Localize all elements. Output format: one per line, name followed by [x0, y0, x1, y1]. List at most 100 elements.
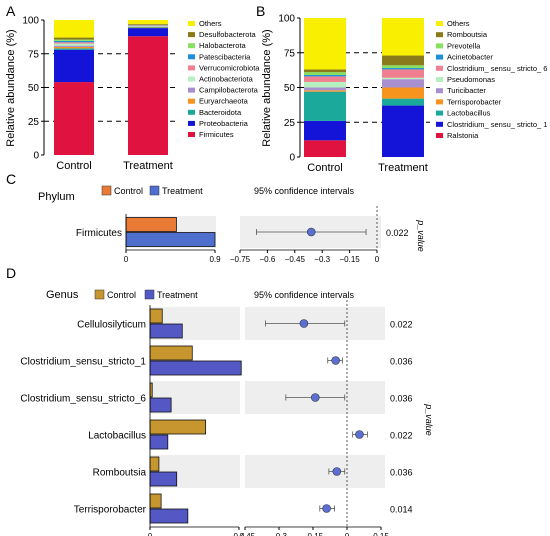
p-value: 0.014: [390, 505, 413, 515]
y-tick-label: 75: [28, 49, 40, 60]
legend-swatch: [188, 65, 195, 71]
legend-label: Patescibacteria: [199, 52, 251, 61]
bar-segment: [382, 77, 424, 80]
bar-segment: [304, 140, 346, 157]
y-tick-label: 100: [278, 14, 295, 25]
legend-swatch: [188, 76, 195, 82]
bar-segment: [382, 98, 424, 106]
legend-label: Proteobacteria: [199, 119, 249, 128]
legend-swatch: [436, 133, 443, 138]
legend-label: Ralstonia: [447, 131, 479, 140]
legend-swatch: [436, 88, 443, 94]
bar-segment: [304, 76, 346, 82]
legend-swatch-control: [101, 185, 112, 196]
ci-point: [355, 430, 364, 439]
legend-swatch: [188, 54, 195, 60]
bar-segment: [304, 91, 346, 121]
legend-label: Others: [199, 19, 222, 28]
ci-point: [332, 467, 342, 476]
legend-label: Terrisporobacter: [447, 97, 502, 106]
panel-c-bars: Firmicutes 0 0.9: [76, 214, 221, 264]
bar-segment: [54, 40, 94, 43]
bar-segment: [304, 18, 346, 70]
bar-segment: [54, 82, 94, 155]
bar-segment: [54, 43, 94, 46]
bar-treatment: [125, 232, 216, 247]
row-background: [245, 455, 385, 488]
panel-d-bars: Cellulosilyticum Clostridium_sensu_strict…: [20, 305, 245, 536]
x-category-label: Control: [307, 162, 342, 174]
bar-segment: [304, 74, 346, 77]
x-tick-label: −0.6: [260, 255, 276, 264]
legend-swatch-treatment: [144, 289, 155, 300]
ci-title: 95% confidence intervals: [254, 186, 355, 196]
legend-swatch-treatment: [149, 185, 160, 196]
legend-swatch: [188, 87, 195, 93]
legend-label: Prevotella: [447, 41, 481, 50]
legend-swatch-control: [94, 289, 105, 300]
bar-segment: [304, 81, 346, 88]
legend-swatch: [436, 99, 443, 105]
panel-letter-d: D: [6, 265, 16, 281]
y-tick-label: 0: [33, 151, 39, 162]
legend-label: Acinetobacter: [447, 53, 493, 62]
bar-control: [149, 419, 207, 435]
bar-treatment: [149, 434, 169, 450]
bar-treatment: [149, 397, 172, 413]
y-tick-label: 25: [284, 118, 296, 129]
legend-swatch: [188, 43, 195, 49]
legend-label: Others: [447, 19, 470, 28]
x-tick-label: −0.45: [285, 255, 306, 264]
panel-letter-b: B: [256, 3, 265, 19]
legend-swatch: [436, 21, 443, 26]
legend-swatch: [188, 120, 195, 126]
ci-point: [306, 227, 316, 237]
legend-swatch: [188, 132, 195, 137]
legend-label: Desulfobacterota: [199, 30, 257, 39]
panel-letter-a: A: [6, 3, 16, 19]
legend-label: Turicibacter: [447, 86, 486, 95]
bar-segment: [382, 55, 424, 66]
bar-segment: [128, 20, 168, 25]
p-value: 0.022: [390, 431, 413, 441]
legend-swatch: [188, 109, 195, 115]
legend-label: Firmicutes: [199, 130, 234, 139]
bar-segment: [304, 72, 346, 75]
ci-point: [310, 393, 320, 402]
x-tick-label: 0: [148, 532, 153, 536]
category-label: Cellulosilyticum: [77, 320, 146, 331]
p-value: 0.036: [390, 357, 413, 367]
legend-swatch: [436, 32, 443, 38]
bar-segment: [54, 37, 94, 40]
panel-c-ci: 0.022 −0.75 −0.6 −0.45 −0.3 −0.15 0: [230, 206, 409, 264]
legend-swatch: [188, 98, 195, 104]
y-tick-label: 0: [289, 153, 295, 164]
legend-label: Pseudomonas: [447, 75, 495, 84]
ci-point: [322, 504, 331, 513]
p-value: 0.022: [390, 320, 413, 330]
panel-a: A Relative abundance (%) 0 25 50 75 100 Cont…: [5, 3, 260, 172]
panel-a-legend: Others Desulfobacterota Halobacterota Pates…: [188, 19, 260, 139]
x-tick-label: −0.75: [230, 255, 251, 264]
bar-segment: [382, 65, 424, 69]
category-label: Lactobacillus: [88, 431, 146, 442]
bar-control: [149, 345, 193, 361]
bar-segment: [54, 20, 94, 38]
bar-segment: [128, 36, 168, 156]
bar-segment: [54, 45, 94, 47]
bar-segment: [382, 79, 424, 88]
y-tick-label: 50: [284, 83, 296, 94]
bar-segment: [54, 47, 94, 49]
panel-b-ylabel: Relative abundance (%): [261, 29, 273, 146]
bar-segment: [382, 18, 424, 56]
legend-label-control: Control: [107, 290, 136, 300]
bar-segment: [54, 48, 94, 50]
bar-control: [149, 493, 162, 509]
bar-control: [149, 308, 163, 324]
bar-segment: [128, 28, 168, 37]
legend-label: Actinobacteriota: [199, 75, 254, 84]
bar-segment: [54, 49, 94, 83]
pvalue-axis-label: p_value: [416, 219, 426, 252]
x-tick-label: 0: [375, 255, 380, 264]
bar-segment: [128, 25, 168, 26]
